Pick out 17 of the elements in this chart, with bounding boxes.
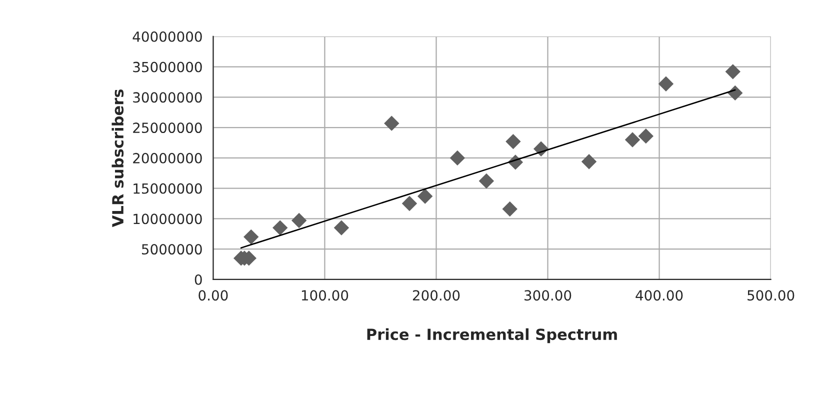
x-tick-label: 100.00 (302, 290, 348, 301)
y-tick-label: 0 (194, 274, 202, 285)
x-tick-label: 0.00 (198, 290, 228, 301)
y-tick-label: 25000000 (133, 122, 202, 134)
x-tick-label: 400.00 (636, 290, 683, 301)
y-tick-label: 20000000 (133, 152, 202, 164)
y-tick-label: 35000000 (133, 62, 202, 72)
y-tick-label: 5000000 (142, 244, 202, 255)
x-tick-label: 300.00 (524, 290, 572, 301)
y-tick-label: 10000000 (134, 214, 202, 224)
x-axis-title: Price - Incremental Spectrum (367, 328, 617, 344)
y-axis-title: VLR subscribers (112, 89, 124, 228)
y-tick-label: 15000000 (134, 183, 202, 194)
y-tick-label: 40000000 (132, 31, 202, 42)
x-tick-label: 500.00 (748, 290, 794, 301)
x-tick-label: 200.00 (412, 290, 460, 301)
y-tick-label: 30000000 (133, 92, 202, 103)
